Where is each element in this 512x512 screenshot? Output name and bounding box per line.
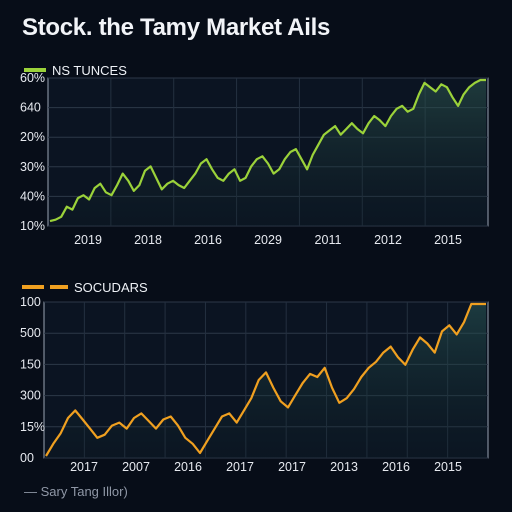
x-tick-label: 2017: [278, 460, 306, 474]
y-tick-label: 20%: [20, 130, 45, 144]
y-tick-label: 60%: [20, 71, 45, 85]
x-tick-label: 2015: [434, 233, 462, 247]
legend-label: NS TUNCES: [52, 63, 127, 78]
chart-title: Stock. the Tamy Market Ails: [22, 14, 331, 41]
y-tick-label: 40%: [20, 189, 45, 203]
x-tick-label: 2012: [374, 233, 402, 247]
x-tick-label: 2017: [226, 460, 254, 474]
y-tick-label: 640: [20, 101, 41, 115]
y-tick-label: 100: [20, 295, 41, 309]
series-area: [46, 304, 486, 458]
legend-swatch: [22, 285, 44, 289]
series-line: [45, 302, 486, 457]
x-tick-label: 2007: [122, 460, 150, 474]
y-tick-label: 15%: [20, 420, 45, 434]
x-tick-label: 2018: [134, 233, 162, 247]
y-tick-label: 300: [20, 389, 41, 403]
y-tick-label: 30%: [20, 160, 45, 174]
y-tick-label: 150: [20, 357, 41, 371]
x-tick-label: 2016: [174, 460, 202, 474]
legend-swatch: [50, 285, 68, 289]
chart-2: 100 500 150 300 15% 00 2017 2007 2016 2017 2017 201…: [20, 280, 489, 474]
chart-1: 60% 640 20% 30% 40% 10% 2019 2018 2016 2029 2011 20…: [20, 63, 489, 247]
legend-label: SOCUDARS: [74, 280, 148, 295]
x-tick-label: 2013: [330, 460, 358, 474]
y-tick-label: 10%: [20, 219, 45, 233]
y-tick-label: 00: [20, 451, 34, 465]
y-tick-label: 500: [20, 326, 41, 340]
series-line: [49, 78, 486, 223]
x-tick-label: 2016: [382, 460, 410, 474]
x-tick-label: 2015: [434, 460, 462, 474]
footer-caption: — Sary Tang Illor): [24, 484, 128, 499]
x-tick-label: 2011: [315, 233, 342, 247]
x-tick-label: 2017: [70, 460, 98, 474]
series-area: [50, 80, 486, 226]
x-tick-label: 2029: [254, 233, 282, 247]
legend-swatch: [24, 68, 46, 72]
x-tick-label: 2019: [74, 233, 102, 247]
x-tick-label: 2016: [194, 233, 222, 247]
